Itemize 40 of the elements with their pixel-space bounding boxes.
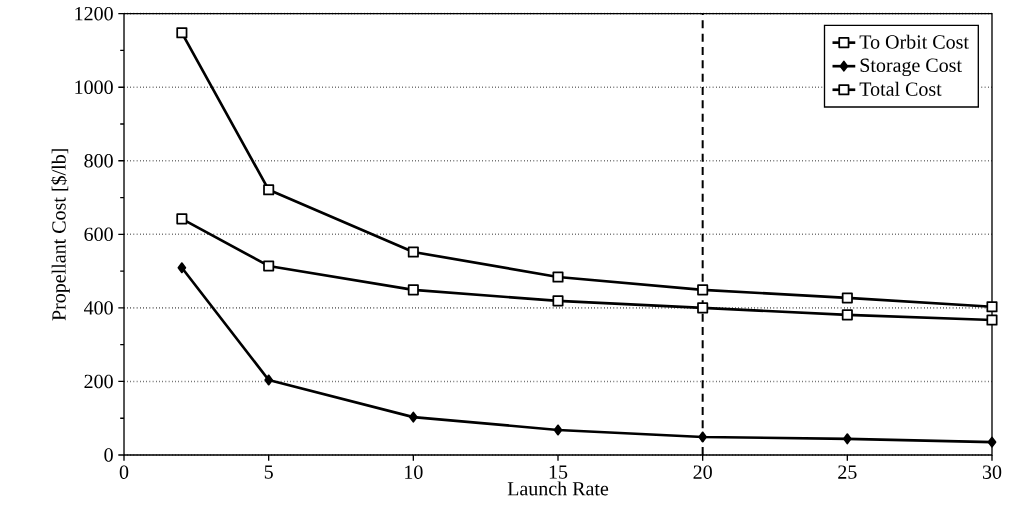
x-tick-label: 25: [838, 465, 857, 479]
x-tick-label: 0: [119, 465, 129, 479]
point: [408, 411, 418, 423]
x-tick-label: 20: [693, 465, 712, 479]
point: [263, 184, 275, 196]
y-axis-title: Propellant Cost [$/lb]: [51, 149, 70, 321]
x-tick-label: 5: [264, 465, 273, 479]
point: [176, 213, 188, 225]
point: [986, 301, 998, 313]
x-tick-label: 10: [405, 465, 423, 479]
legend-label: Storage Cost: [860, 58, 962, 77]
y-tick-label: 1000: [75, 80, 113, 94]
point: [264, 374, 274, 386]
y-tick-label: 600: [84, 227, 113, 242]
point: [987, 436, 997, 448]
legend-label: To Orbit Cost: [859, 34, 969, 49]
y-tick-label: 400: [84, 301, 113, 315]
y-tick-label: 0: [104, 448, 113, 462]
point: [986, 314, 998, 326]
point: [177, 262, 187, 274]
y-tick-label: 200: [84, 374, 113, 389]
point: [841, 292, 853, 304]
point: [697, 302, 709, 314]
legend-label: Total Cost: [859, 81, 942, 96]
y-tick-label: 800: [84, 154, 113, 168]
point: [553, 424, 563, 436]
y-tick-label: 1200: [75, 6, 113, 21]
point: [552, 271, 564, 283]
x-axis-title: Launch Rate: [507, 481, 609, 496]
x-tick-label: 30: [982, 465, 1002, 479]
point: [407, 246, 419, 258]
point: [841, 309, 853, 321]
point: [176, 27, 188, 39]
x-tick-label: 15: [549, 465, 568, 479]
point: [263, 260, 275, 272]
point: [842, 433, 852, 445]
point: [698, 431, 708, 443]
point: [407, 284, 419, 296]
point: [697, 284, 709, 296]
point: [552, 295, 564, 307]
